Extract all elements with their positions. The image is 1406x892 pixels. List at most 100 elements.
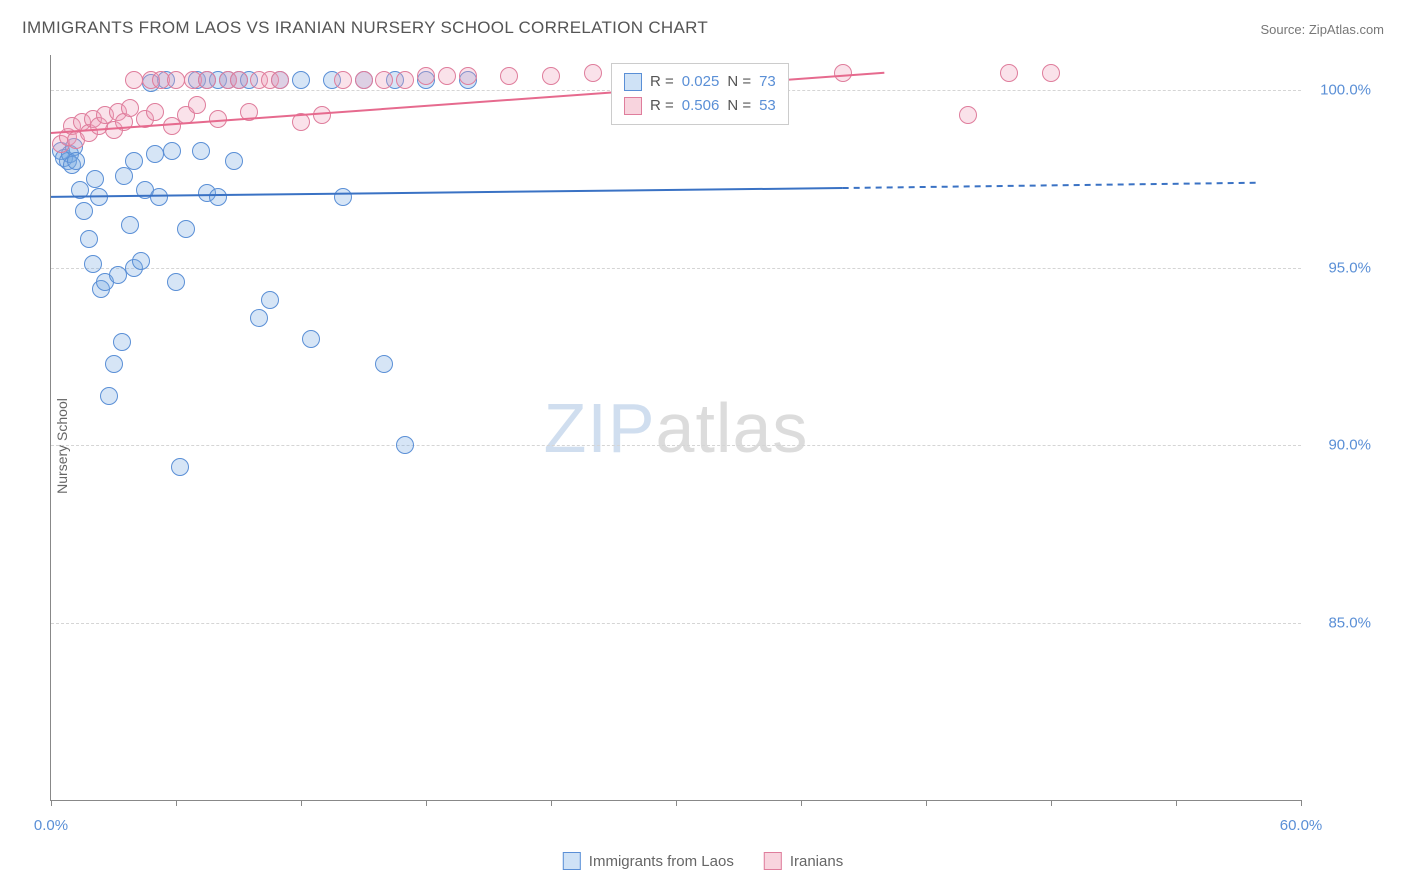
scatter-point-laos [302, 330, 320, 348]
scatter-point-iranians [125, 71, 143, 89]
scatter-point-laos [396, 436, 414, 454]
x-tick-label: 60.0% [1280, 817, 1323, 834]
scatter-point-laos [90, 188, 108, 206]
source-label: Source: ZipAtlas.com [1260, 22, 1384, 37]
r-label: R = [650, 70, 674, 94]
scatter-point-iranians [167, 71, 185, 89]
scatter-point-laos [146, 145, 164, 163]
bottom-legend: Immigrants from Laos Iranians [563, 852, 843, 870]
scatter-point-laos [132, 252, 150, 270]
x-tick [551, 800, 552, 806]
scatter-point-iranians [198, 71, 216, 89]
plot-area: ZIPatlas 85.0%90.0%95.0%100.0%0.0%60.0%R… [50, 55, 1301, 801]
legend-label: Iranians [790, 853, 843, 870]
grid-line [51, 268, 1301, 269]
stats-legend-row-iranians: R = 0.506 N = 53 [624, 94, 776, 118]
legend-swatch-iranians [764, 852, 782, 870]
x-tick [926, 800, 927, 806]
scatter-point-laos [150, 188, 168, 206]
legend-label: Immigrants from Laos [589, 853, 734, 870]
x-tick [301, 800, 302, 806]
x-tick [1051, 800, 1052, 806]
r-value: 0.025 [682, 70, 720, 94]
y-tick-label: 95.0% [1328, 259, 1371, 276]
scatter-point-iranians [459, 67, 477, 85]
scatter-point-laos [86, 170, 104, 188]
scatter-point-iranians [396, 71, 414, 89]
scatter-point-laos [171, 458, 189, 476]
scatter-point-laos [67, 152, 85, 170]
y-tick-label: 85.0% [1328, 614, 1371, 631]
scatter-point-iranians [355, 71, 373, 89]
scatter-point-laos [261, 291, 279, 309]
bottom-legend-item-laos: Immigrants from Laos [563, 852, 734, 870]
scatter-point-laos [209, 188, 227, 206]
x-tick [426, 800, 427, 806]
x-tick [176, 800, 177, 806]
scatter-point-iranians [334, 71, 352, 89]
x-tick [676, 800, 677, 806]
watermark: ZIPatlas [544, 388, 809, 468]
scatter-point-laos [167, 273, 185, 291]
scatter-point-laos [177, 220, 195, 238]
scatter-point-laos [105, 355, 123, 373]
x-tick [1176, 800, 1177, 806]
scatter-point-laos [192, 142, 210, 160]
scatter-point-laos [100, 387, 118, 405]
chart-title: IMMIGRANTS FROM LAOS VS IRANIAN NURSERY … [22, 18, 708, 38]
grid-line [51, 623, 1301, 624]
scatter-point-laos [84, 255, 102, 273]
scatter-point-iranians [188, 96, 206, 114]
scatter-point-laos [225, 152, 243, 170]
grid-line [51, 445, 1301, 446]
scatter-point-laos [75, 202, 93, 220]
legend-swatch-laos [624, 73, 642, 91]
bottom-legend-item-iranians: Iranians [764, 852, 843, 870]
scatter-point-iranians [292, 113, 310, 131]
scatter-point-iranians [500, 67, 518, 85]
scatter-point-iranians [146, 103, 164, 121]
n-value: 53 [759, 94, 776, 118]
scatter-point-iranians [209, 110, 227, 128]
scatter-point-laos [113, 333, 131, 351]
r-label: R = [650, 94, 674, 118]
scatter-point-iranians [584, 64, 602, 82]
scatter-point-iranians [271, 71, 289, 89]
scatter-point-iranians [1000, 64, 1018, 82]
scatter-point-iranians [375, 71, 393, 89]
scatter-point-laos [375, 355, 393, 373]
x-tick-label: 0.0% [34, 817, 68, 834]
x-tick [1301, 800, 1302, 806]
watermark-zip: ZIP [544, 389, 656, 467]
scatter-point-laos [109, 266, 127, 284]
scatter-point-laos [334, 188, 352, 206]
n-value: 73 [759, 70, 776, 94]
y-tick-label: 100.0% [1320, 82, 1371, 99]
n-label: N = [727, 94, 751, 118]
n-label: N = [727, 70, 751, 94]
x-tick [51, 800, 52, 806]
scatter-point-laos [292, 71, 310, 89]
scatter-point-iranians [834, 64, 852, 82]
legend-swatch-iranians [624, 97, 642, 115]
x-tick [801, 800, 802, 806]
scatter-point-laos [250, 309, 268, 327]
scatter-point-laos [163, 142, 181, 160]
scatter-point-laos [121, 216, 139, 234]
scatter-point-iranians [230, 71, 248, 89]
legend-swatch-laos [563, 852, 581, 870]
y-tick-label: 90.0% [1328, 437, 1371, 454]
scatter-point-iranians [542, 67, 560, 85]
r-value: 0.506 [682, 94, 720, 118]
scatter-point-iranians [240, 103, 258, 121]
scatter-point-laos [125, 152, 143, 170]
scatter-point-laos [80, 230, 98, 248]
scatter-point-iranians [417, 67, 435, 85]
scatter-point-iranians [438, 67, 456, 85]
scatter-point-iranians [313, 106, 331, 124]
stats-legend: R = 0.025 N = 73R = 0.506 N = 53 [611, 63, 789, 125]
watermark-atlas: atlas [656, 389, 809, 467]
stats-legend-row-laos: R = 0.025 N = 73 [624, 70, 776, 94]
scatter-point-iranians [959, 106, 977, 124]
scatter-point-iranians [1042, 64, 1060, 82]
